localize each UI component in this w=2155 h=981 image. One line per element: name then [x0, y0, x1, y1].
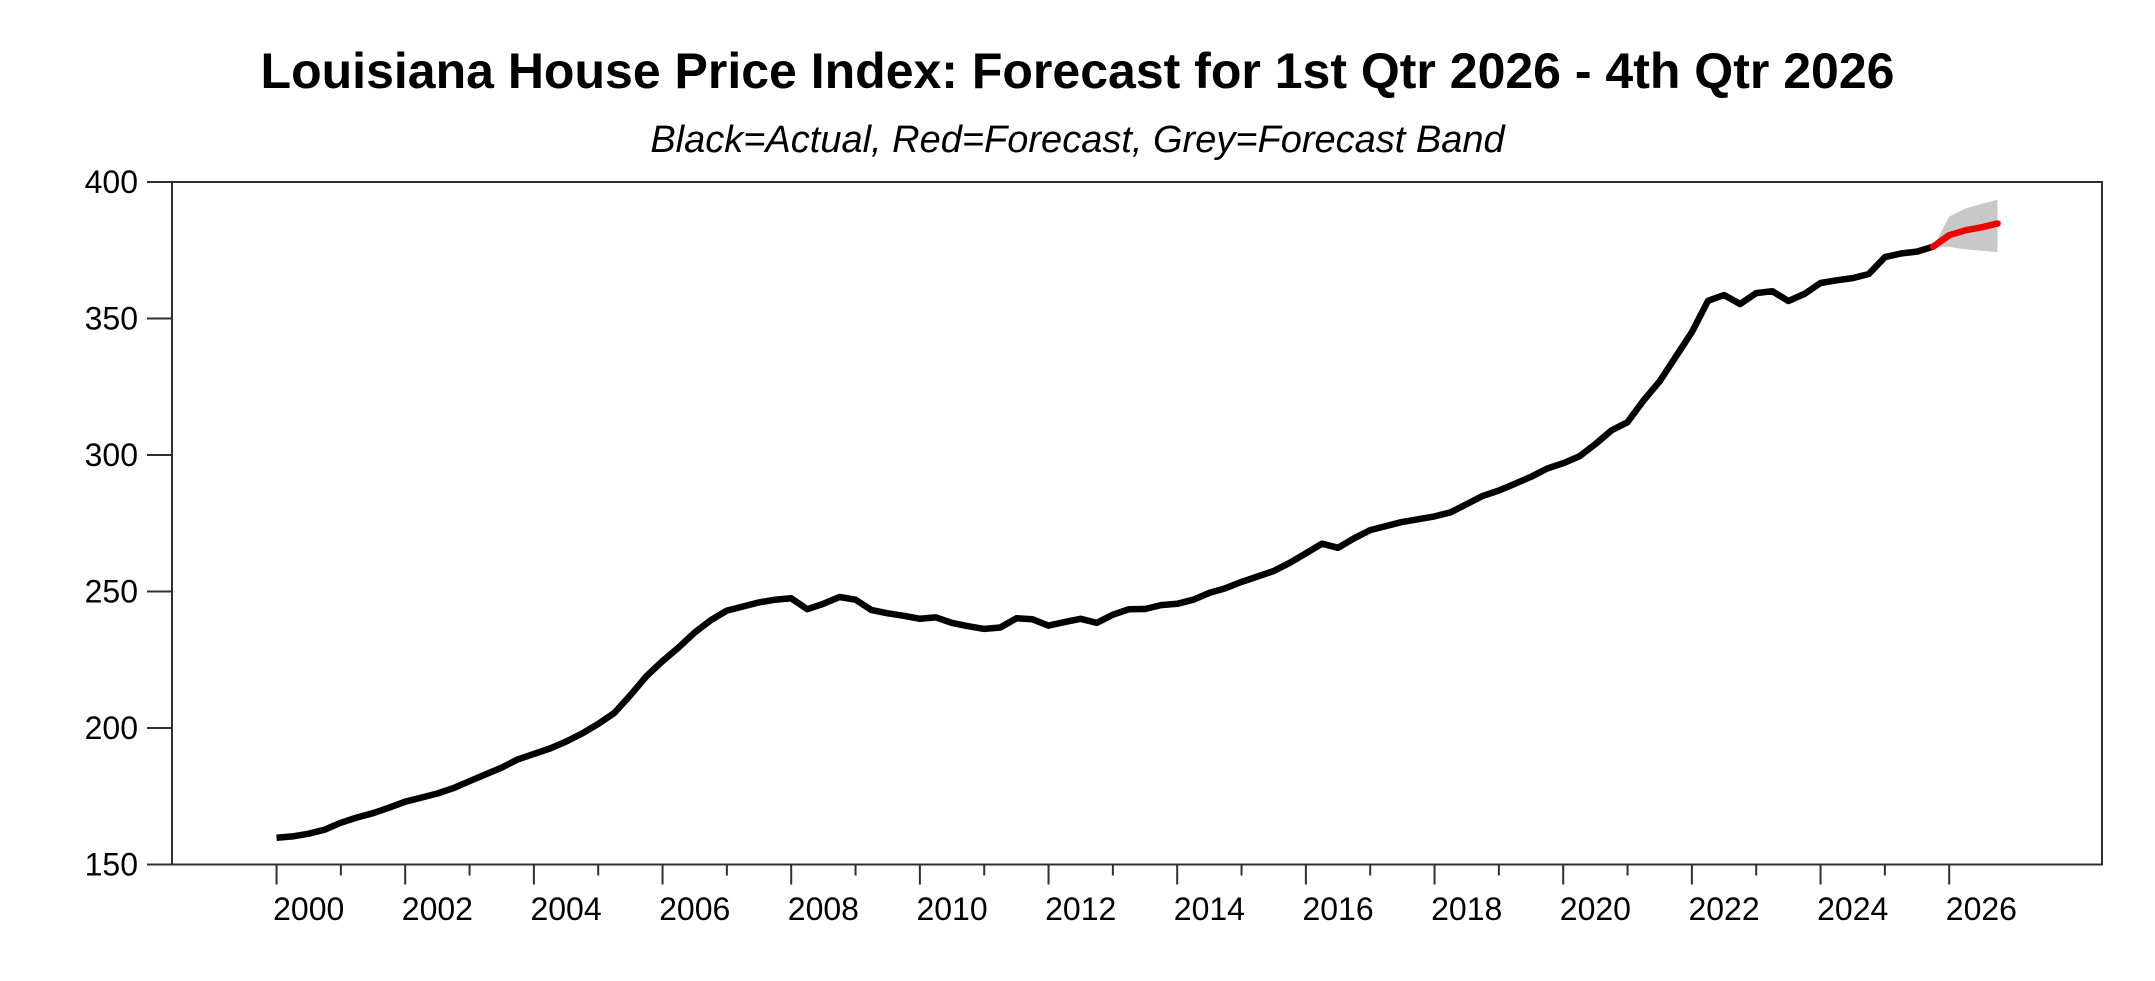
x-axis-label: 2022: [1688, 891, 1759, 927]
x-axis-label: 2026: [1946, 891, 2017, 927]
x-axis-label: 2016: [1302, 891, 1373, 927]
x-axis-label: 2004: [530, 891, 601, 927]
x-axis-label: 2006: [659, 891, 730, 927]
y-axis-label: 350: [85, 301, 138, 337]
x-axis-label: 2000: [273, 891, 344, 927]
y-axis-label: 250: [85, 574, 138, 610]
x-axis-label: 2020: [1560, 891, 1631, 927]
y-axis-label: 300: [85, 437, 138, 473]
x-axis-label: 2012: [1045, 891, 1116, 927]
x-axis-label: 2024: [1817, 891, 1888, 927]
x-axis-label: 2010: [916, 891, 987, 927]
y-axis-label: 400: [85, 164, 138, 200]
chart-subtitle-legend: Black=Actual, Red=Forecast, Grey=Forecas…: [650, 119, 1505, 161]
actual-series-line: [276, 243, 1935, 841]
plot-frame: [171, 181, 2103, 866]
y-axis-label: 150: [85, 847, 138, 883]
chart-title: Louisiana House Price Index: Forecast fo…: [260, 43, 1895, 99]
x-axis-label: 2002: [402, 891, 473, 927]
y-axis-label: 200: [85, 710, 138, 746]
x-axis-label: 2008: [788, 891, 859, 927]
x-axis-label: 2014: [1174, 891, 1245, 927]
forecast-series-line: [1929, 220, 2001, 250]
x-axis-label: 2018: [1431, 891, 1502, 927]
